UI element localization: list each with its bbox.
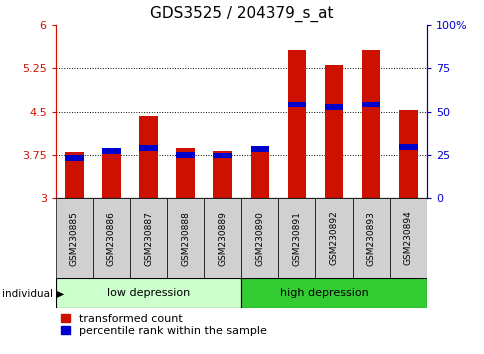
Bar [361,102,379,108]
Text: individual ▶: individual ▶ [2,289,64,299]
Bar [287,50,305,198]
FancyBboxPatch shape [130,198,166,278]
Bar [250,146,269,152]
Bar [361,50,379,198]
Legend: transformed count, percentile rank within the sample: transformed count, percentile rank withi… [61,314,266,336]
Text: GSM230894: GSM230894 [403,211,412,266]
Bar [324,104,343,110]
Bar [102,148,121,154]
FancyBboxPatch shape [241,198,278,278]
Bar [213,151,231,198]
Text: GSM230886: GSM230886 [106,211,116,266]
FancyBboxPatch shape [166,198,204,278]
Bar [102,149,121,198]
Bar [250,146,269,198]
Title: GDS3525 / 204379_s_at: GDS3525 / 204379_s_at [149,6,333,22]
FancyBboxPatch shape [56,198,93,278]
FancyBboxPatch shape [56,278,241,308]
Text: GSM230891: GSM230891 [292,211,301,266]
Text: GSM230887: GSM230887 [144,211,153,266]
FancyBboxPatch shape [352,198,389,278]
Bar [287,102,305,108]
Text: GSM230885: GSM230885 [70,211,79,266]
Text: GSM230888: GSM230888 [181,211,190,266]
Text: GSM230889: GSM230889 [218,211,227,266]
Bar [139,115,157,198]
Bar [213,153,231,158]
Text: GSM230893: GSM230893 [366,211,375,266]
Bar [398,110,417,198]
FancyBboxPatch shape [241,278,426,308]
FancyBboxPatch shape [389,198,426,278]
FancyBboxPatch shape [315,198,352,278]
Bar [176,148,195,198]
FancyBboxPatch shape [93,198,130,278]
Text: low depression: low depression [106,288,190,298]
Bar [139,145,157,151]
Bar [65,155,83,161]
Text: GSM230890: GSM230890 [255,211,264,266]
Bar [398,144,417,150]
FancyBboxPatch shape [278,198,315,278]
Text: high depression: high depression [280,288,368,298]
Text: GSM230892: GSM230892 [329,211,338,266]
Bar [176,152,195,158]
Bar [324,65,343,198]
FancyBboxPatch shape [204,198,241,278]
Bar [65,152,83,198]
